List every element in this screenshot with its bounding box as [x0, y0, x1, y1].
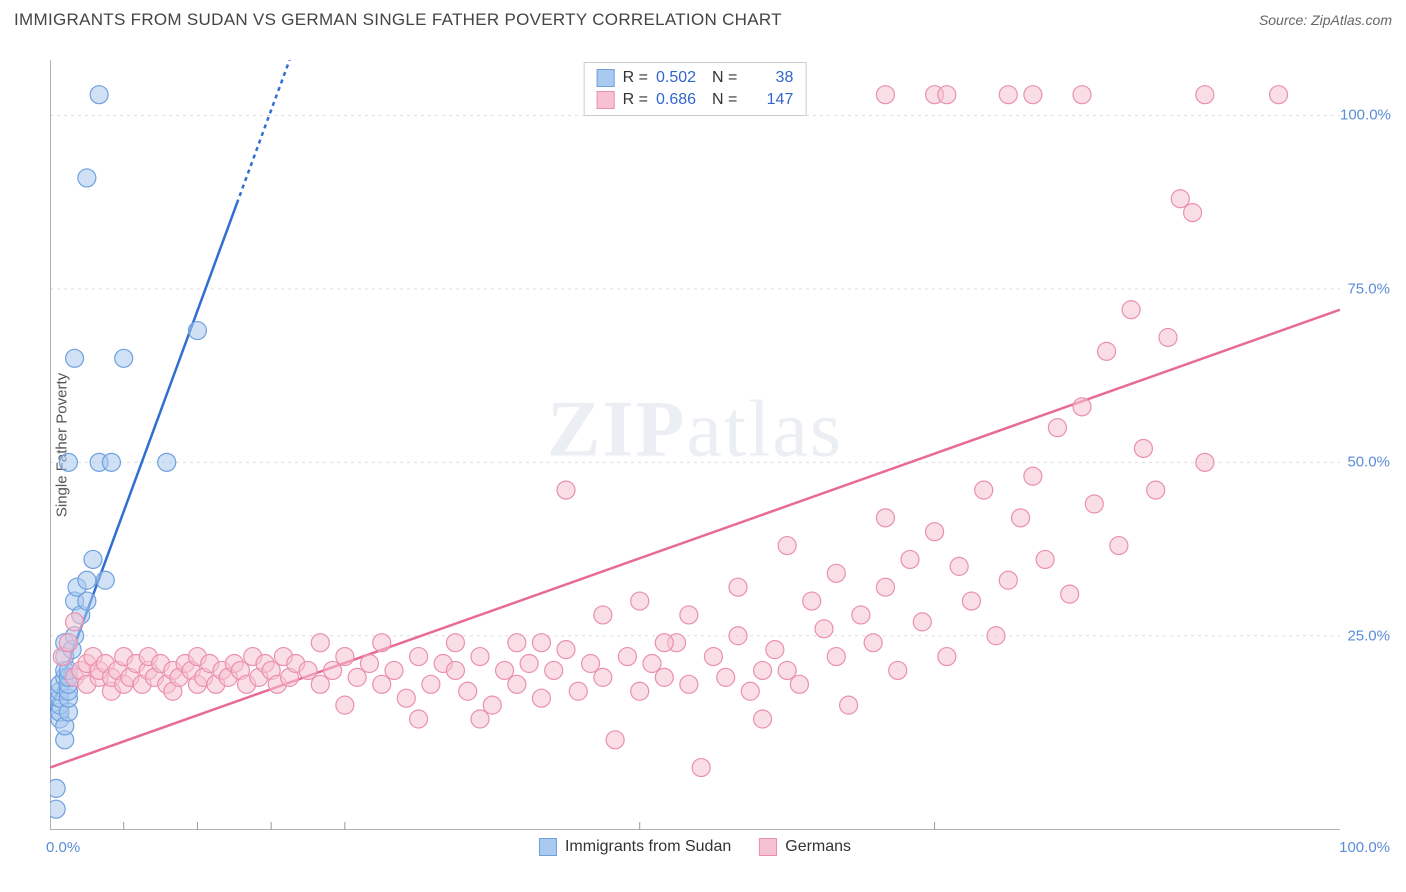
- swatch-sudan: [539, 838, 557, 856]
- y-tick-label: 75.0%: [1340, 280, 1390, 297]
- legend-item-germans: Germans: [759, 838, 851, 856]
- legend-row-sudan: R = 0.502 N = 38: [597, 67, 794, 89]
- x-tick-0: 0.0%: [46, 839, 80, 856]
- legend-item-sudan: Immigrants from Sudan: [539, 838, 731, 856]
- n-value-sudan: 38: [745, 69, 793, 87]
- swatch-sudan: [597, 69, 615, 87]
- x-tick-100: 100.0%: [1339, 839, 1390, 856]
- y-tick-label: 100.0%: [1340, 107, 1390, 124]
- source-prefix: Source:: [1259, 12, 1311, 28]
- r-value-germans: 0.686: [656, 91, 704, 109]
- swatch-germans: [759, 838, 777, 856]
- scatter-plot-svg: [50, 60, 1340, 830]
- source-attribution: Source: ZipAtlas.com: [1259, 12, 1392, 28]
- source-name: ZipAtlas.com: [1311, 12, 1392, 28]
- y-tick-label: 50.0%: [1340, 454, 1390, 471]
- r-label: R =: [623, 91, 648, 109]
- r-value-sudan: 0.502: [656, 69, 704, 87]
- series-legend: Immigrants from Sudan Germans: [539, 838, 851, 856]
- n-value-germans: 147: [745, 91, 793, 109]
- chart-area: Single Father Poverty ZIPatlas R = 0.502…: [50, 60, 1390, 830]
- chart-header: IMMIGRANTS FROM SUDAN VS GERMAN SINGLE F…: [0, 0, 1406, 36]
- plot-region: ZIPatlas R = 0.502 N = 38 R = 0.686 N = …: [50, 60, 1340, 830]
- chart-title: IMMIGRANTS FROM SUDAN VS GERMAN SINGLE F…: [14, 10, 782, 30]
- y-tick-label: 25.0%: [1340, 627, 1390, 644]
- correlation-legend: R = 0.502 N = 38 R = 0.686 N = 147: [584, 62, 807, 116]
- swatch-germans: [597, 91, 615, 109]
- r-label: R =: [623, 69, 648, 87]
- n-label: N =: [712, 69, 737, 87]
- n-label: N =: [712, 91, 737, 109]
- legend-label-sudan: Immigrants from Sudan: [565, 838, 731, 856]
- legend-label-germans: Germans: [785, 838, 851, 856]
- legend-row-germans: R = 0.686 N = 147: [597, 89, 794, 111]
